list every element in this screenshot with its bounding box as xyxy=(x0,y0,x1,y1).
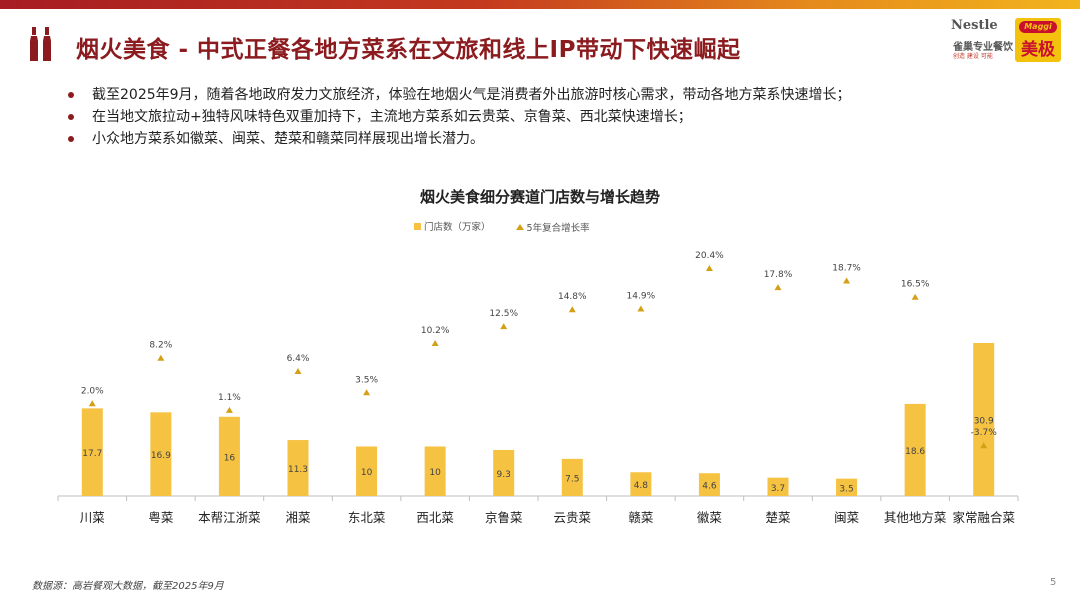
chart-legend: 门店数（万家） 5年复合增长率 xyxy=(414,219,612,234)
category-tick-label: 东北菜 xyxy=(348,510,386,525)
growth-rate-label: 6.4% xyxy=(287,354,310,364)
bullet-item: 小众地方菜系如徽菜、闽菜、楚菜和赣菜同样展现出增长潜力。 xyxy=(68,128,851,150)
nestle-logo: Nestle 雀巢专业餐饮 创造 建设 可能 xyxy=(945,16,1013,66)
bar xyxy=(356,446,378,496)
category-tick-label: 楚菜 xyxy=(765,510,791,525)
legend-item-growth: 5年复合增长率 xyxy=(515,220,590,234)
growth-rate-label: 17.8% xyxy=(764,270,793,280)
bar xyxy=(424,446,446,496)
category-tick-label: 徽菜 xyxy=(697,510,723,525)
bar xyxy=(836,478,858,496)
category-tick-label: 赣菜 xyxy=(628,510,654,525)
bar-value-label: 30.9 xyxy=(974,417,994,427)
bar-value-label: 3.7 xyxy=(771,484,785,494)
growth-marker xyxy=(294,367,302,374)
bullet-item: 截至2025年9月，随着各地政府发力文旅经济，体验在地烟火气是消费者外出旅游时核… xyxy=(68,84,851,106)
bar xyxy=(493,449,515,496)
bar xyxy=(904,403,926,496)
growth-marker xyxy=(637,305,645,312)
growth-rate-label: -3.7% xyxy=(971,428,998,438)
growth-marker xyxy=(431,340,439,347)
category-tick-label: 云贵菜 xyxy=(554,510,592,525)
bar-value-label: 16.9 xyxy=(151,451,171,461)
legend-label: 门店数（万家） xyxy=(424,222,491,233)
growth-marker xyxy=(705,265,713,272)
bar xyxy=(81,408,103,496)
summary-bullets: 截至2025年9月，随着各地政府发力文旅经济，体验在地烟火气是消费者外出旅游时核… xyxy=(68,84,851,150)
category-tick-label: 京鲁菜 xyxy=(485,510,523,525)
category-tick-label: 湘菜 xyxy=(285,510,311,525)
chart-title: 烟火美食细分赛道门店数与增长趋势 xyxy=(419,188,660,206)
nestle-wordmark: Nestle xyxy=(951,18,998,33)
category-tick-label: 川菜 xyxy=(80,510,106,525)
bar-value-label: 7.5 xyxy=(565,474,579,484)
legend-label: 5年复合增长率 xyxy=(526,222,590,234)
maggi-chinese-name: 美极 xyxy=(1021,40,1055,60)
category-tick-label: 西北菜 xyxy=(416,510,454,525)
growth-rate-label: 3.5% xyxy=(355,375,378,385)
growth-rate-label: 18.7% xyxy=(832,264,861,274)
growth-marker xyxy=(500,323,508,330)
growth-rate-label: 8.2% xyxy=(149,341,172,351)
growth-marker xyxy=(568,306,576,313)
bar-value-label: 10 xyxy=(361,468,373,478)
page-number: 5 xyxy=(1050,577,1057,588)
category-tick-label: 闽菜 xyxy=(834,510,860,525)
page-title: 烟火美食 - 中式正餐各地方菜系在文旅和线上IP带动下快速崛起 xyxy=(76,37,741,63)
bar xyxy=(218,416,240,496)
growth-marker xyxy=(774,284,782,291)
nestle-subtitle: 雀巢专业餐饮 xyxy=(953,42,1013,53)
growth-rate-label: 14.8% xyxy=(558,292,587,302)
bar xyxy=(150,412,172,496)
growth-rate-label: 14.9% xyxy=(627,291,656,301)
bar-value-label: 11.3 xyxy=(288,465,308,475)
category-tick-label: 粤菜 xyxy=(148,510,174,525)
wine-bottle-icon xyxy=(30,27,51,61)
bar xyxy=(767,477,789,496)
brand-logos: Nestle 雀巢专业餐饮 创造 建设 可能 Maggi 美极 xyxy=(945,16,1065,66)
growth-marker xyxy=(363,389,371,396)
growth-marker xyxy=(843,277,851,284)
growth-marker xyxy=(157,354,165,361)
category-tick-label: 其他地方菜 xyxy=(884,510,947,525)
growth-marker xyxy=(225,406,233,413)
bar xyxy=(698,473,720,496)
bar-value-label: 4.8 xyxy=(634,481,649,491)
bar-value-label: 9.3 xyxy=(497,470,511,480)
bullet-item: 在当地文旅拉动+独特风味特色双重加持下，主流地方菜系如云贵菜、京鲁菜、西北菜快速… xyxy=(68,106,851,128)
growth-marker xyxy=(980,442,988,449)
growth-rate-label: 10.2% xyxy=(421,326,450,336)
triangle-marker-icon xyxy=(515,223,524,230)
growth-rate-label: 1.1% xyxy=(218,393,241,403)
growth-marker xyxy=(911,293,919,300)
bar-value-label: 3.5 xyxy=(839,484,853,494)
growth-rate-label: 20.4% xyxy=(695,251,724,261)
bar-swatch-icon xyxy=(414,222,421,230)
bar-value-label: 4.6 xyxy=(702,482,717,492)
growth-rate-label: 2.0% xyxy=(81,386,104,396)
bar xyxy=(630,472,652,496)
bar-value-label: 18.6 xyxy=(905,447,925,457)
maggi-wordmark: Maggi xyxy=(1019,21,1057,33)
growth-rate-label: 16.5% xyxy=(901,280,930,290)
data-source-note: 数据源：高岩餐观大数据，截至2025年9月 xyxy=(32,581,224,592)
category-tick-label: 本帮江浙菜 xyxy=(198,510,261,525)
bar-value-label: 10 xyxy=(429,468,441,478)
legend-item-stores: 门店数（万家） xyxy=(414,219,491,233)
bar-value-label: 16 xyxy=(224,453,236,463)
bar-value-label: 17.7 xyxy=(82,449,102,459)
nestle-tagline: 创造 建设 可能 xyxy=(953,53,993,60)
maggi-logo: Maggi 美极 xyxy=(1015,18,1061,62)
growth-rate-label: 12.5% xyxy=(489,309,518,319)
category-tick-label: 家常融合菜 xyxy=(952,510,1015,525)
growth-marker xyxy=(88,400,96,407)
top-accent-bar xyxy=(0,0,1080,9)
bar xyxy=(973,343,995,496)
bar xyxy=(561,458,583,496)
bar xyxy=(287,440,309,496)
